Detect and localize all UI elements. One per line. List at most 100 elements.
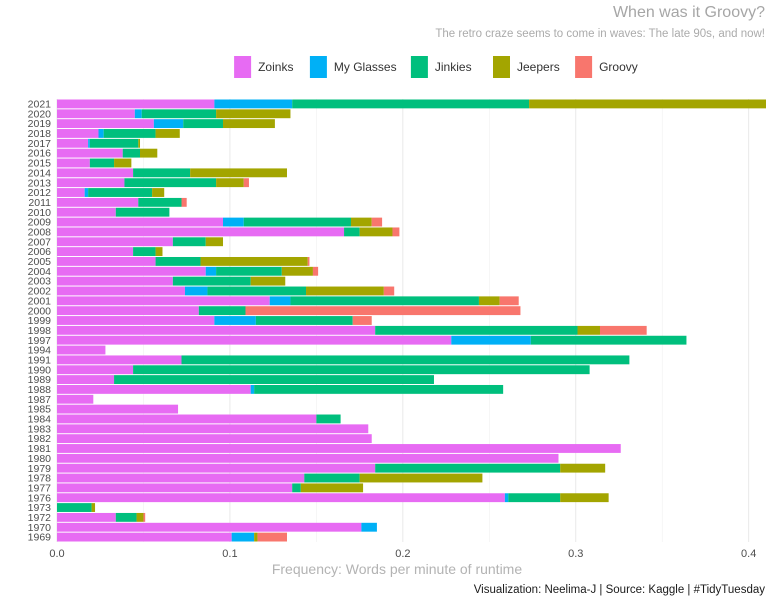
bar-segment-zoinks-2016 <box>57 148 123 158</box>
bar-segment-zoinks-2020 <box>57 109 135 119</box>
bar-segment-zoinks-2009 <box>57 217 224 227</box>
x-tick-label: 0.2 <box>395 548 410 560</box>
y-tick-label: 1977 <box>28 482 52 494</box>
y-tick-label: 2011 <box>28 197 51 209</box>
bar-segment-jeepers-2017 <box>138 138 141 148</box>
bar-segment-jeepers-2004 <box>281 266 313 276</box>
bar-segment-jinkies-2003 <box>172 276 251 286</box>
bar-segment-jeepers-1972 <box>136 512 144 522</box>
y-tick-label: 2020 <box>28 108 52 120</box>
y-tick-label: 1994 <box>28 345 52 357</box>
y-tick-label: 2004 <box>28 266 52 278</box>
bar-segment-zoinks-2002 <box>57 286 185 296</box>
y-tick-label: 2002 <box>28 286 52 298</box>
y-tick-label: 2003 <box>28 276 52 288</box>
bar-segment-jinkies-2005 <box>155 257 201 266</box>
bar-segment-jinkies-2012 <box>88 188 153 197</box>
bar-segment-zoinks-2000 <box>57 306 199 316</box>
bar-segment-zoinks-1999 <box>57 316 215 325</box>
y-tick-label: 1990 <box>28 364 52 376</box>
bar-segment-jinkies-2016 <box>122 148 141 158</box>
bar-segment-zoinks-1989 <box>57 375 115 384</box>
bar-segment-jeepers-2020 <box>216 109 291 119</box>
bar-segment-jinkies-2018 <box>103 129 156 138</box>
chart-title: When was it Groovy? <box>612 4 765 21</box>
bar-segment-my-glasses-1976 <box>504 493 509 503</box>
y-tick-label: 2010 <box>28 207 52 219</box>
legend-label-zoinks: Zoinks <box>258 60 293 74</box>
bar-segment-zoinks-1984 <box>57 414 317 424</box>
bar-segment-zoinks-1990 <box>57 365 134 375</box>
bar-segment-jeepers-2019 <box>223 119 275 129</box>
bar-segment-jinkies-1998 <box>375 325 578 335</box>
bar-segment-zoinks-1970 <box>57 522 362 532</box>
y-tick-label: 2012 <box>28 187 52 199</box>
legend-label-groovy: Groovy <box>599 60 638 74</box>
y-tick-label: 1985 <box>28 404 52 416</box>
y-tick-label: 1980 <box>28 453 52 465</box>
bar-segment-groovy-2002 <box>383 286 395 296</box>
y-tick-label: 1988 <box>28 384 52 396</box>
bar-segment-zoinks-1991 <box>57 355 182 365</box>
bar-segment-groovy-1999 <box>352 316 372 325</box>
bar-segment-jinkies-1976 <box>508 493 561 503</box>
bar-segment-jeepers-2016 <box>140 148 158 158</box>
bar-segment-my-glasses-1999 <box>214 316 256 325</box>
chart-subtitle: The retro craze seems to come in waves: … <box>435 28 765 40</box>
bar-segment-groovy-2008 <box>392 227 400 237</box>
bar-segment-zoinks-2018 <box>57 129 99 138</box>
bar-segment-zoinks-2012 <box>57 188 85 197</box>
y-tick-label: 1999 <box>28 315 52 327</box>
x-axis-label: Frequency: Words per minute of runtime <box>272 561 523 577</box>
bar-segment-jinkies-2007 <box>172 237 206 247</box>
bar-segment-my-glasses-2012 <box>84 188 89 197</box>
bar-segment-jinkies-2015 <box>89 158 115 168</box>
bar-segment-jeepers-2007 <box>205 237 224 247</box>
y-tick-label: 1972 <box>28 512 52 524</box>
bar-segment-zoinks-2001 <box>57 296 270 306</box>
y-tick-label: 1982 <box>28 433 52 445</box>
y-tick-label: 1981 <box>28 443 52 455</box>
y-tick-label: 1970 <box>28 522 52 534</box>
y-tick-label: 2013 <box>28 177 52 189</box>
bar-segment-zoinks-2015 <box>57 158 90 168</box>
bar-segment-my-glasses-1988 <box>250 384 255 394</box>
bar-segment-jinkies-2004 <box>216 266 282 276</box>
legend-swatch-groovy <box>575 56 593 78</box>
x-tick-label: 0.1 <box>222 548 237 560</box>
bar-segment-zoinks-1977 <box>57 483 293 493</box>
y-tick-label: 2000 <box>28 305 52 317</box>
bar-segment-jinkies-1973 <box>57 503 92 512</box>
bar-segment-zoinks-1978 <box>57 473 305 483</box>
bars <box>57 99 766 542</box>
y-tick-label: 2018 <box>28 128 52 140</box>
y-tick-label: 1969 <box>28 532 52 544</box>
bar-segment-groovy-1969 <box>257 532 287 542</box>
legend-label-jinkies: Jinkies <box>435 60 472 74</box>
legend-label-jeepers: Jeepers <box>517 60 560 74</box>
bar-segment-jinkies-1984 <box>316 414 341 424</box>
bar-segment-jinkies-1991 <box>181 355 630 365</box>
bar-segment-zoinks-2013 <box>57 178 125 188</box>
bar-segment-zoinks-1985 <box>57 404 179 414</box>
legend-swatch-zoinks <box>234 56 252 78</box>
bar-segment-groovy-2004 <box>312 266 319 276</box>
bar-segment-my-glasses-1969 <box>231 532 255 542</box>
bar-segment-jinkies-1999 <box>255 316 353 325</box>
y-tick-label: 2007 <box>28 236 52 248</box>
bar-segment-my-glasses-2017 <box>88 138 90 148</box>
y-tick-label: 1991 <box>28 354 52 366</box>
bar-segment-zoinks-1979 <box>57 463 376 473</box>
bar-segment-groovy-2011 <box>181 197 187 207</box>
bar-segment-zoinks-2003 <box>57 276 173 286</box>
bar-segment-zoinks-1976 <box>57 493 505 503</box>
y-tick-label: 1976 <box>28 492 52 504</box>
bar-segment-jinkies-1988 <box>254 384 504 394</box>
bar-segment-zoinks-1983 <box>57 424 369 434</box>
bar-segment-jinkies-1997 <box>530 335 687 345</box>
bar-segment-jinkies-2001 <box>290 296 479 306</box>
bar-segment-jinkies-2009 <box>243 217 351 227</box>
bar-segment-zoinks-1994 <box>57 345 106 355</box>
bar-segment-jeepers-2015 <box>114 158 132 168</box>
